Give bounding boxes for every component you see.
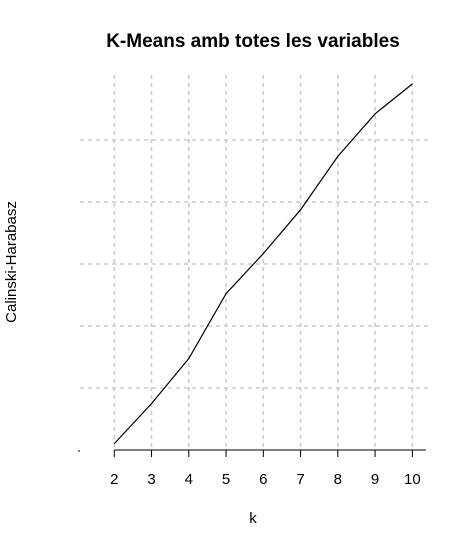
y-axis-label: Calinski-Harabasz (3, 201, 20, 323)
x-tick-label: 2 (110, 471, 118, 488)
x-tick-label: 6 (259, 471, 267, 488)
x-tick-label: 10 (404, 471, 421, 488)
x-tick-label: 4 (185, 471, 193, 488)
grid (80, 75, 428, 450)
x-axis: 2 3 4 5 6 7 8 9 10 (78, 450, 426, 488)
chart-title: K-Means amb totes les variables (106, 31, 400, 52)
x-tick-label: 9 (371, 471, 379, 488)
x-tick-label: 5 (222, 471, 230, 488)
x-axis-label: k (249, 510, 257, 527)
x-tick-label: 8 (334, 471, 342, 488)
x-tick-label: 3 (147, 471, 155, 488)
x-tick-label: 7 (296, 471, 304, 488)
